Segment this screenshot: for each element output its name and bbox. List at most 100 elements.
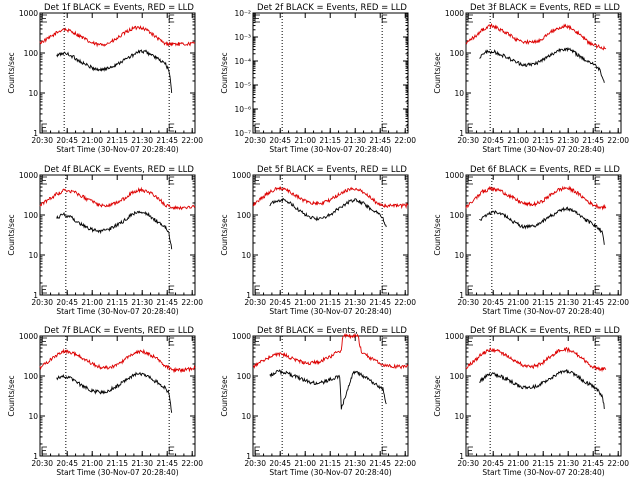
- panel-det8: Det 8f BLACK = Events, RED = LLD 1 10 100 10…: [220, 326, 416, 477]
- panel-det6: Det 6f BLACK = Events, RED = LLD 1 10 100 10…: [433, 165, 629, 316]
- series-line-events: [269, 197, 387, 228]
- x-tick-label: 21:15: [319, 459, 341, 468]
- y-tick-label: 10⁻⁴: [234, 57, 251, 66]
- plot-frame: [465, 335, 622, 457]
- bracket-marker: [594, 176, 601, 185]
- bracket-marker: [41, 337, 47, 346]
- bracket-marker: [381, 14, 388, 23]
- x-tick-label: 21:45: [582, 136, 604, 145]
- y-tick-label: 1: [459, 291, 464, 300]
- y-tick-label: 10: [241, 251, 251, 260]
- plot-frame: [39, 174, 196, 296]
- x-tick-label: 21:45: [582, 459, 604, 468]
- y-tick-label: 1000: [232, 332, 251, 341]
- y-tick-label: 10: [454, 412, 464, 421]
- x-tick-label: 22:00: [607, 136, 629, 145]
- y-tick-label: 1: [33, 291, 38, 300]
- x-tick-label: 20:45: [56, 298, 78, 307]
- x-tick-label: 21:00: [507, 459, 529, 468]
- x-tick-label: 22:00: [181, 136, 203, 145]
- x-tick-label: 20:45: [56, 459, 78, 468]
- x-tick-label: 21:45: [369, 459, 391, 468]
- x-tick-label: 22:00: [607, 298, 629, 307]
- x-tick-label: 21:30: [557, 459, 579, 468]
- y-tick-label: 10⁻⁶: [234, 105, 251, 114]
- panel-title: Det 8f BLACK = Events, RED = LLD: [257, 326, 407, 336]
- y-axis-label: Counts/sec: [220, 52, 229, 93]
- y-tick-label: 1: [33, 129, 38, 138]
- y-tick-label: 10⁻²: [234, 9, 251, 18]
- bracket-marker: [168, 446, 175, 455]
- panel-title: Det 7f BLACK = Events, RED = LLD: [44, 326, 194, 336]
- y-axis-label: Counts/sec: [7, 375, 16, 416]
- y-tick-label: 1000: [19, 332, 38, 341]
- x-axis-label: Start Time (30-Nov-07 20:28:40): [482, 145, 604, 154]
- y-tick-label: 10: [454, 251, 464, 260]
- bracket-marker: [381, 123, 388, 132]
- bracket-marker: [594, 446, 601, 455]
- x-tick-label: 20:30: [31, 298, 53, 307]
- bracket-marker: [254, 176, 260, 185]
- x-tick-label: 21:00: [81, 298, 103, 307]
- bracket-marker: [381, 285, 388, 294]
- x-tick-label: 20:30: [31, 459, 53, 468]
- x-axis-label: Start Time (30-Nov-07 20:28:40): [269, 307, 391, 316]
- x-tick-label: 21:45: [369, 136, 391, 145]
- x-tick-label: 21:15: [532, 136, 554, 145]
- y-tick-label: 1000: [19, 9, 38, 18]
- panel-det3: Det 3f BLACK = Events, RED = LLD 1 10 100 10…: [433, 3, 629, 154]
- bracket-marker: [594, 123, 601, 132]
- x-axis-label: Start Time (30-Nov-07 20:28:40): [269, 145, 391, 154]
- x-tick-label: 21:00: [507, 136, 529, 145]
- x-tick-label: 22:00: [394, 298, 416, 307]
- plot-frame: [39, 335, 196, 457]
- panel-title: Det 6f BLACK = Events, RED = LLD: [470, 165, 620, 175]
- x-tick-label: 20:45: [269, 136, 291, 145]
- y-axis-label: Counts/sec: [220, 214, 229, 255]
- bracket-marker: [467, 123, 473, 132]
- bracket-marker: [467, 285, 473, 294]
- bracket-marker: [168, 14, 175, 23]
- x-tick-label: 20:30: [31, 136, 53, 145]
- bracket-marker: [41, 176, 47, 185]
- x-tick-label: 20:45: [269, 459, 291, 468]
- x-tick-label: 21:00: [507, 298, 529, 307]
- plot-frame: [465, 174, 622, 296]
- y-tick-label: 1: [33, 452, 38, 461]
- series-line-lld: [39, 348, 196, 374]
- series-line-lld: [252, 185, 409, 210]
- x-tick-label: 21:45: [156, 136, 178, 145]
- y-tick-label: 1000: [232, 171, 251, 180]
- bracket-marker: [168, 285, 175, 294]
- panel-title: Det 3f BLACK = Events, RED = LLD: [470, 3, 620, 13]
- x-tick-label: 22:00: [181, 298, 203, 307]
- x-tick-label: 20:30: [457, 298, 479, 307]
- x-tick-label: 20:30: [244, 298, 266, 307]
- y-tick-label: 1000: [445, 9, 464, 18]
- x-tick-label: 22:00: [394, 136, 416, 145]
- x-tick-label: 22:00: [394, 459, 416, 468]
- x-tick-label: 21:00: [294, 136, 316, 145]
- x-tick-label: 20:45: [482, 298, 504, 307]
- bracket-marker: [254, 446, 260, 455]
- y-tick-label: 100: [237, 372, 252, 381]
- x-axis-label: Start Time (30-Nov-07 20:28:40): [56, 145, 178, 154]
- series-line-events: [479, 369, 605, 410]
- series-line-lld: [465, 22, 607, 51]
- panel-det2: Det 2f BLACK = Events, RED = LLD 10⁻² 10⁻³…: [220, 3, 416, 154]
- y-tick-label: 100: [24, 211, 39, 220]
- x-tick-label: 21:00: [294, 298, 316, 307]
- x-tick-label: 20:30: [457, 136, 479, 145]
- y-tick-label: 1000: [445, 171, 464, 180]
- x-tick-label: 21:30: [131, 459, 153, 468]
- bracket-marker: [254, 14, 260, 23]
- panel-title: Det 4f BLACK = Events, RED = LLD: [44, 165, 194, 175]
- y-axis-label: Counts/sec: [433, 214, 442, 255]
- bracket-marker: [381, 337, 388, 346]
- x-axis-label: Start Time (30-Nov-07 20:28:40): [482, 468, 604, 477]
- y-tick-label: 1: [459, 452, 464, 461]
- y-tick-label: 1000: [445, 332, 464, 341]
- x-tick-label: 21:00: [81, 136, 103, 145]
- plot-frame: [465, 12, 622, 134]
- y-tick-label: 10⁻³: [234, 33, 251, 42]
